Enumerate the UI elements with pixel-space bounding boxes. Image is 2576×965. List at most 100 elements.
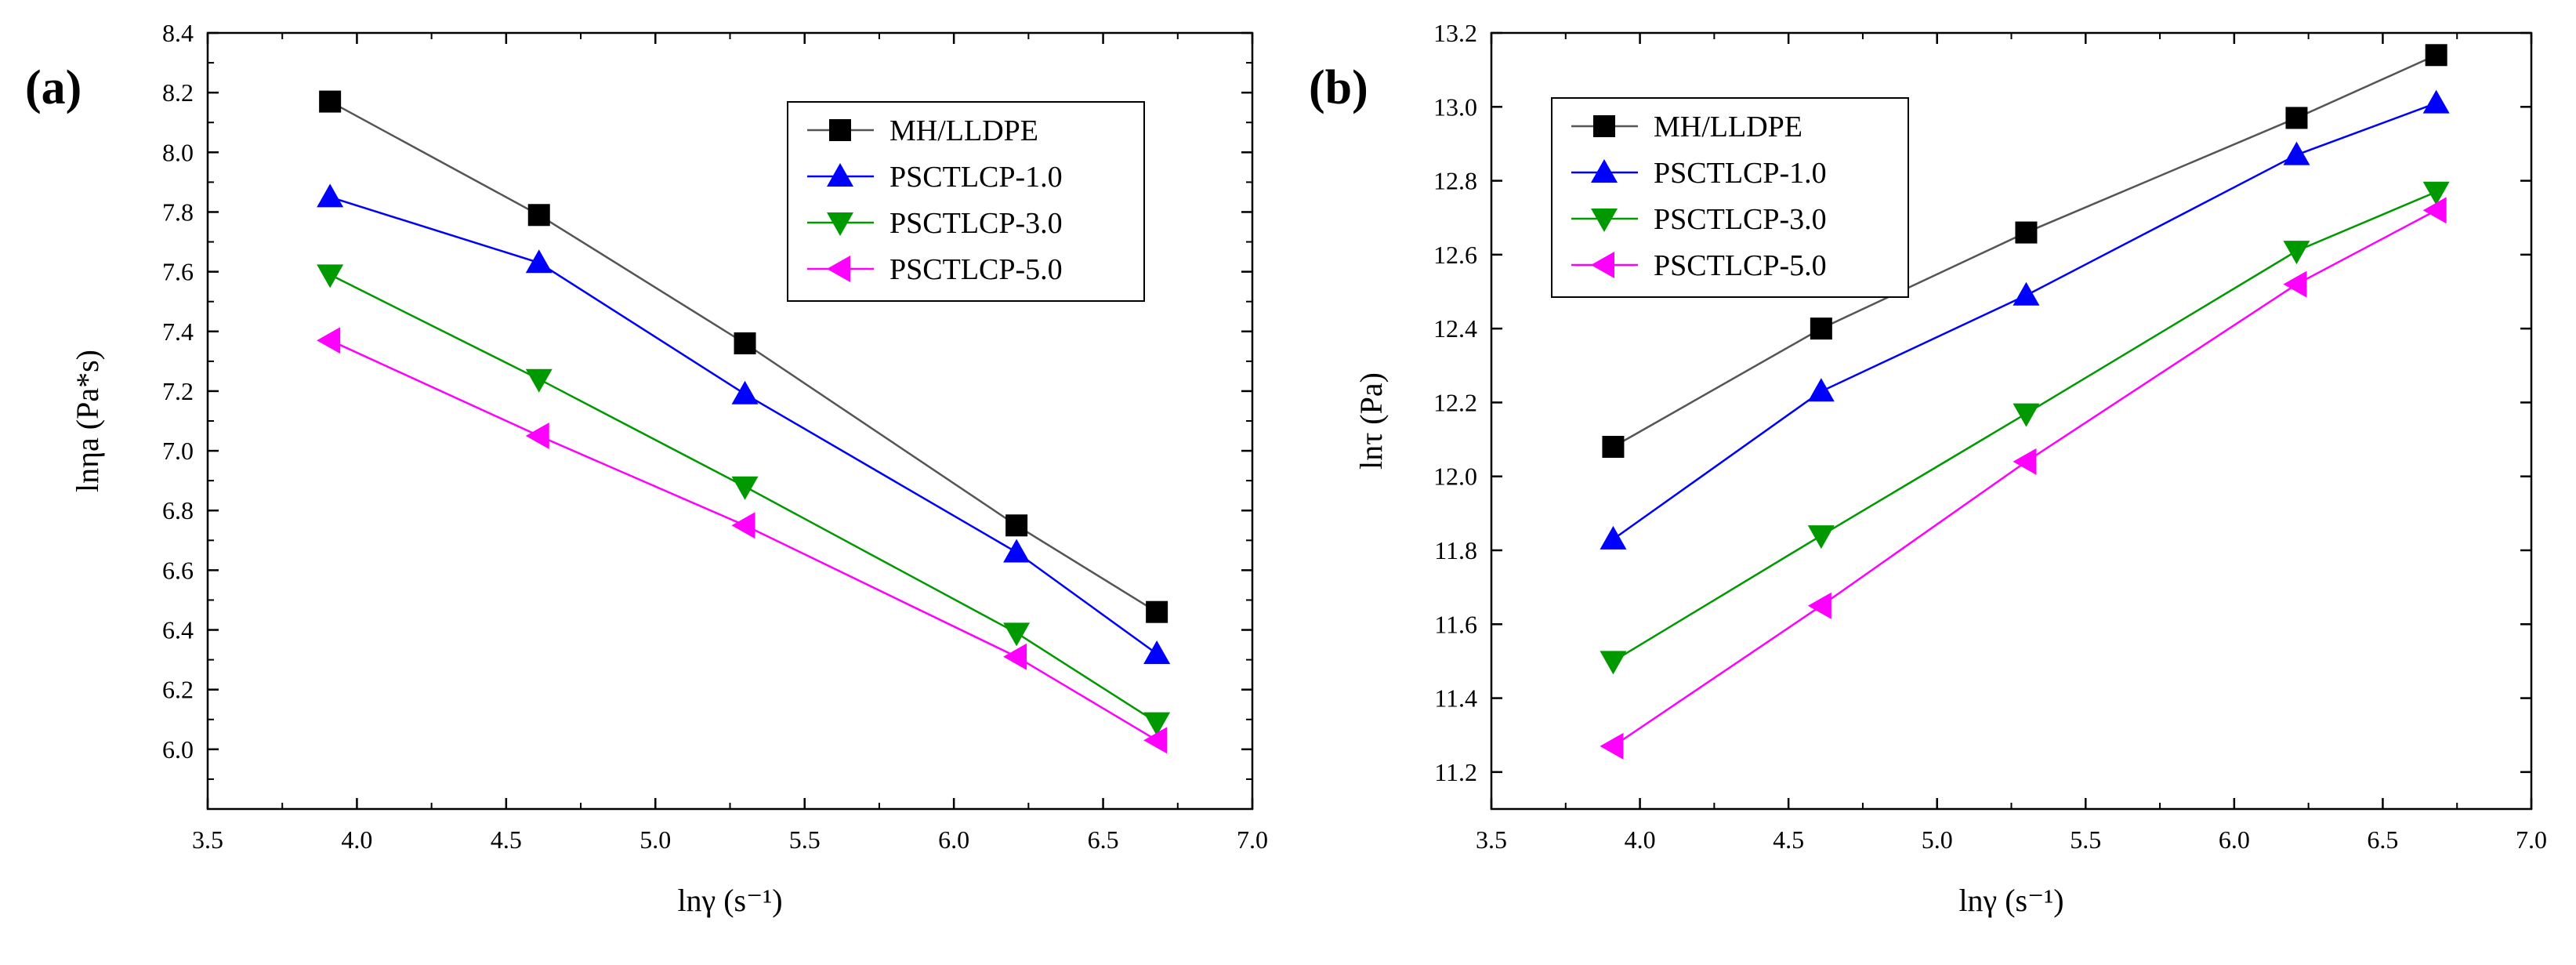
data-point: [2283, 270, 2307, 298]
y-tick-label: 7.2: [162, 377, 194, 405]
data-point: [1143, 712, 1171, 736]
series-psctlcp-1-0: [317, 183, 1171, 664]
x-tick-label: 4.5: [491, 825, 522, 854]
y-tick-label: 11.6: [1434, 610, 1477, 638]
y-tick-label: 12.2: [1433, 388, 1477, 416]
y-tick-label: 6.6: [162, 556, 194, 584]
series-psctlcp-1-0: [1600, 89, 2450, 550]
x-tick-label: 5.0: [1922, 825, 1953, 854]
legend-label: MH/LLDPE: [889, 114, 1038, 147]
legend-label: MH/LLDPE: [1654, 111, 1802, 143]
data-point: [731, 476, 759, 500]
series-psctlcp-5-0: [1600, 197, 2447, 760]
data-point: [2285, 107, 2308, 129]
chart-panel-a: (a) 3.5 4.0 4.5 5.0 5.5 6.0 6.5 7.0 6.0 6.2 6.4 6.6 6…: [25, 19, 1268, 918]
data-point: [2283, 241, 2310, 265]
chart-panel-b: (b) 3.5 4.0 4.5 5.0 5.5 6.0 6.5 7.0 11.2 11.4 11.6 1…: [1309, 19, 2547, 918]
data-point: [731, 512, 755, 539]
data-point: [319, 90, 342, 113]
legend-label: PSCTLCP-1.0: [889, 161, 1063, 194]
legend-marker: [1591, 209, 1618, 232]
x-tick-label: 5.5: [789, 825, 821, 854]
y-tick-label: 6.8: [162, 496, 194, 524]
data-point: [1600, 732, 1624, 760]
data-point: [1005, 514, 1028, 537]
y-tick-label: 7.4: [162, 317, 194, 346]
series-psctlcp-5-0: [317, 327, 1168, 754]
y-tick-label: 12.0: [1433, 463, 1477, 491]
x-tick-label: 4.0: [341, 825, 372, 854]
y-tick-label: 8.0: [162, 138, 194, 166]
data-point: [2422, 197, 2447, 224]
x-tick-label: 6.0: [938, 825, 969, 854]
y-tick-label: 11.4: [1434, 684, 1477, 713]
legend-marker: [829, 119, 851, 141]
legend-marker: [1591, 159, 1618, 183]
data-point: [1807, 525, 1835, 550]
series-mh-lldpe: [319, 90, 1168, 623]
legend-label: PSCTLCP-1.0: [1654, 157, 1827, 190]
y-axis-title: lnτ (Pa): [1353, 372, 1389, 470]
legend-label: PSCTLCP-3.0: [1654, 203, 1827, 236]
y-tick-label: 13.0: [1433, 93, 1477, 121]
x-tick-label: 4.0: [1625, 825, 1656, 854]
x-tick-label: 6.5: [2367, 825, 2398, 854]
y-tick-label: 7.0: [162, 437, 194, 465]
data-point: [1003, 539, 1031, 563]
legend-marker: [827, 163, 853, 187]
panel-label: (a): [25, 61, 82, 114]
data-point: [2422, 89, 2450, 114]
data-point: [525, 249, 553, 274]
y-tick-label: 6.4: [162, 616, 194, 644]
data-point: [1600, 525, 1627, 550]
x-tick-label: 7.0: [1237, 825, 1268, 854]
data-point: [317, 327, 341, 354]
y-tick-label: 12.6: [1433, 241, 1477, 269]
data-point: [1143, 727, 1168, 754]
y-axis-title: lnηa (Pa*s): [70, 350, 105, 492]
legend-label: PSCTLCP-5.0: [889, 253, 1063, 286]
data-point: [1602, 436, 1625, 458]
y-tick-label: 7.8: [162, 198, 194, 226]
x-tick-label: 3.5: [192, 825, 223, 854]
data-point: [2013, 403, 2040, 427]
data-point: [731, 380, 759, 405]
y-tick-label: 13.2: [1433, 19, 1477, 47]
data-point: [1810, 317, 1832, 340]
data-point: [1807, 378, 1835, 402]
x-tick-label: 3.5: [1476, 825, 1507, 854]
data-point: [2015, 221, 2038, 244]
x-axis-title: lnγ (s⁻¹): [1958, 883, 2063, 918]
y-tick-label: 12.8: [1433, 167, 1477, 195]
legend-label: PSCTLCP-5.0: [1654, 249, 1827, 282]
data-point: [1003, 622, 1031, 647]
data-point: [2013, 281, 2040, 306]
legend-marker: [827, 256, 850, 282]
data-point: [2283, 141, 2310, 165]
y-tick-label: 11.2: [1434, 758, 1477, 786]
data-point: [317, 183, 344, 208]
series-psctlcp-3-0: [1600, 181, 2450, 675]
x-axis-title: lnγ (s⁻¹): [677, 883, 782, 918]
y-tick-label: 7.6: [162, 258, 194, 286]
data-point: [525, 368, 553, 393]
x-tick-label: 5.5: [2070, 825, 2101, 854]
y-tick-label: 11.8: [1434, 536, 1477, 564]
y-tick-label: 8.4: [162, 19, 194, 47]
legend: MH/LLDPE PSCTLCP-1.0 PSCTLCP-3.0 PSCTLCP-5.…: [787, 101, 1145, 302]
legend-label: PSCTLCP-3.0: [889, 207, 1063, 240]
legend-marker: [827, 212, 853, 236]
data-point: [2422, 181, 2450, 205]
legend: MH/LLDPE PSCTLCP-1.0 PSCTLCP-3.0 PSCTLCP-5.…: [1551, 97, 1909, 298]
data-point: [734, 332, 756, 354]
legend-marker: [1593, 115, 1615, 137]
data-point: [1600, 651, 1627, 675]
data-point: [2013, 448, 2037, 475]
panel-label: (b): [1309, 61, 1368, 114]
data-point: [525, 423, 549, 450]
data-point: [527, 204, 550, 227]
x-tick-label: 4.5: [1773, 825, 1804, 854]
x-tick-label: 5.0: [639, 825, 671, 854]
y-tick-label: 6.0: [162, 735, 194, 764]
